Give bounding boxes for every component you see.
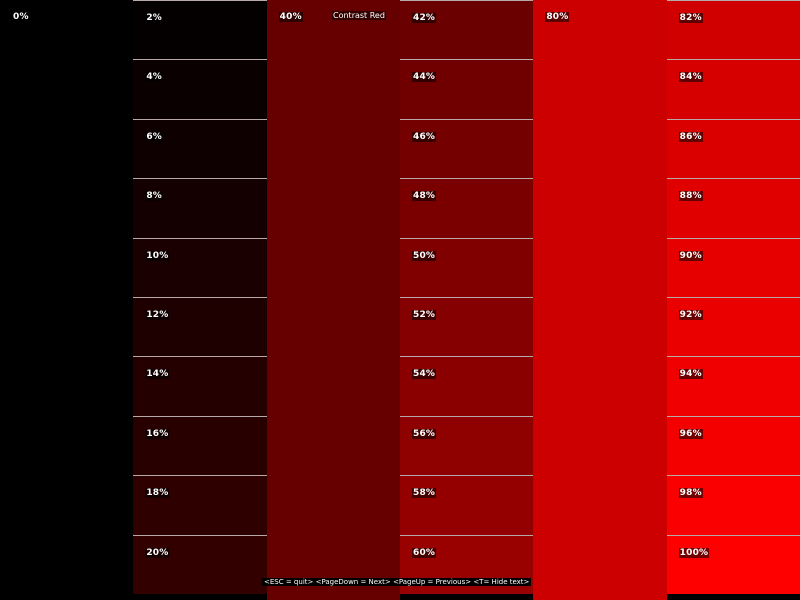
level-cell: 86% xyxy=(666,118,800,179)
level-label: 8% xyxy=(145,191,164,202)
level-cell: 14% xyxy=(133,356,267,416)
level-label: 44% xyxy=(412,72,437,83)
level-label: 12% xyxy=(145,310,170,320)
level-label: 52% xyxy=(412,310,437,320)
level-label: 4% xyxy=(145,72,164,83)
level-label: 82% xyxy=(678,13,703,23)
level-cell: 48% xyxy=(400,178,534,238)
level-cell: 4% xyxy=(133,59,267,119)
level-label: 94% xyxy=(678,369,703,380)
level-cell: 50% xyxy=(400,237,534,297)
level-label: 96% xyxy=(678,428,703,439)
level-column: 40% xyxy=(266,0,401,600)
pattern-title: Contrast Red xyxy=(332,11,386,20)
level-cell: 92% xyxy=(666,297,800,357)
level-label: 58% xyxy=(412,488,437,499)
level-cell: 100% xyxy=(666,534,800,594)
level-cell: 98% xyxy=(666,475,800,535)
level-cell: 42% xyxy=(400,0,534,60)
level-cell: 46% xyxy=(400,118,534,179)
level-cell: 84% xyxy=(666,59,800,119)
level-label: 88% xyxy=(678,191,703,202)
level-label: 80% xyxy=(545,12,570,22)
level-label: 84% xyxy=(678,72,703,83)
level-cell: 56% xyxy=(400,415,534,476)
level-cell: 2% xyxy=(133,0,267,60)
level-column: 2% 4% 6% 8% 10% 12% 14% 16% 18% 20% xyxy=(133,0,267,594)
level-label: 50% xyxy=(412,250,437,261)
level-cell: 10% xyxy=(133,237,267,297)
level-cell: 18% xyxy=(133,475,267,535)
level-cell: 20% xyxy=(133,534,267,594)
level-label: 0% xyxy=(12,12,30,22)
level-column: 82% 84% 86% 88% 90% 92% 94% 96% 98% 100% xyxy=(666,0,800,594)
level-label: 54% xyxy=(412,369,437,380)
level-label: 46% xyxy=(412,131,437,142)
level-label: 60% xyxy=(412,547,437,558)
level-cell: 6% xyxy=(133,118,267,179)
level-cell: 44% xyxy=(400,59,534,119)
level-cell: 12% xyxy=(133,297,267,357)
level-label: 40% xyxy=(278,12,303,22)
level-label: 48% xyxy=(412,191,437,202)
level-label: 98% xyxy=(678,488,703,499)
level-cell: 52% xyxy=(400,297,534,357)
level-label: 100% xyxy=(678,547,710,558)
keyboard-help: <ESC = quit> <PageDown = Next> <PageUp =… xyxy=(262,578,532,586)
level-label: 16% xyxy=(145,428,170,439)
level-cell: 8% xyxy=(133,178,267,238)
level-cell: 16% xyxy=(133,415,267,476)
level-cell: 96% xyxy=(666,415,800,476)
level-cell: 54% xyxy=(400,356,534,416)
level-label: 2% xyxy=(145,13,164,23)
level-cell: 94% xyxy=(666,356,800,416)
level-column: 0% xyxy=(0,0,134,600)
level-cell: 82% xyxy=(666,0,800,60)
level-label: 90% xyxy=(678,250,703,261)
level-label: 20% xyxy=(145,547,170,558)
level-cell: 90% xyxy=(666,237,800,297)
level-label: 18% xyxy=(145,488,170,499)
level-cell: 58% xyxy=(400,475,534,535)
level-label: 42% xyxy=(412,13,437,23)
level-cell: 88% xyxy=(666,178,800,238)
level-label: 14% xyxy=(145,369,170,380)
level-label: 10% xyxy=(145,250,170,261)
level-column: 42% 44% 46% 48% 50% 52% 54% 56% 58% 60% xyxy=(400,0,534,594)
level-column: 80% xyxy=(533,0,667,600)
level-label: 92% xyxy=(678,310,703,320)
level-label: 6% xyxy=(145,131,164,142)
level-label: 56% xyxy=(412,428,437,439)
level-label: 86% xyxy=(678,131,703,142)
